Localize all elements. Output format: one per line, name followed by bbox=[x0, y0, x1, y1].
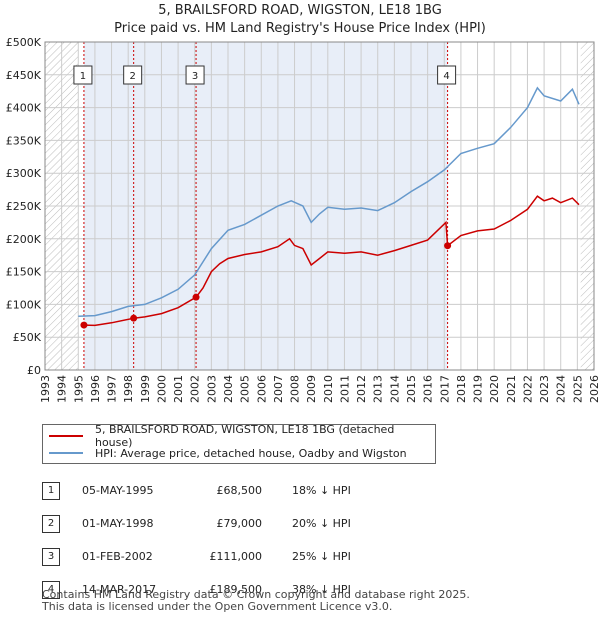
x-tick-label: 1998 bbox=[122, 375, 135, 403]
x-tick-label: 2015 bbox=[405, 375, 418, 403]
legend-label-property: 5, BRAILSFORD ROAD, WIGSTON, LE18 1BG (d… bbox=[94, 423, 395, 449]
sale-date: 01-FEB-2002 bbox=[82, 550, 153, 563]
plot-frame bbox=[44, 41, 595, 371]
chart-title: 5, BRAILSFORD ROAD, WIGSTON, LE18 1BG bbox=[158, 3, 442, 18]
y-tick-label: £400K bbox=[6, 102, 42, 115]
x-tick-label: 2013 bbox=[372, 375, 385, 403]
x-tick-label: 2018 bbox=[455, 375, 468, 403]
x-tick-label: 2008 bbox=[289, 375, 302, 403]
footer-licence: This data is licensed under the Open Gov… bbox=[42, 600, 393, 613]
sale-point bbox=[80, 321, 88, 329]
y-tick-label: £0 bbox=[27, 364, 41, 377]
x-tick-label: 2003 bbox=[205, 375, 218, 403]
sale-label: 4 bbox=[443, 71, 449, 82]
legend-swatch-blue bbox=[49, 452, 83, 454]
sale-label-box bbox=[185, 65, 205, 85]
x-tick-label: 2001 bbox=[172, 375, 185, 403]
sale-date: 14-MAR-2017 bbox=[82, 583, 157, 596]
x-tick-label: 2006 bbox=[255, 375, 268, 403]
price-chart: 1 2 3 4 £0 £50K £100K £150K £200K £250K £300K £350… bbox=[6, 36, 600, 403]
sale-point bbox=[192, 293, 200, 301]
y-tick-label: £450K bbox=[6, 69, 42, 82]
y-tick-label: £150K bbox=[6, 266, 42, 279]
x-tick-label: 1999 bbox=[139, 375, 152, 403]
x-tick-label: 2023 bbox=[538, 375, 551, 403]
sale-label: 3 bbox=[192, 71, 198, 82]
chart-legend: 5, BRAILSFORD ROAD, WIGSTON, LE18 1BG (d… bbox=[42, 423, 436, 464]
x-tick-label: 1996 bbox=[89, 375, 102, 403]
chart-subtitle: Price paid vs. HM Land Registry's House … bbox=[114, 21, 486, 36]
sale-label: 2 bbox=[129, 71, 135, 82]
x-tick-label: 2024 bbox=[555, 375, 568, 403]
series-line bbox=[83, 195, 580, 327]
y-tick-label: £200K bbox=[6, 233, 42, 246]
x-tick-label: 2017 bbox=[438, 375, 451, 403]
sale-number-badge: 2 bbox=[42, 514, 60, 533]
sale-number-badge: 3 bbox=[42, 547, 60, 566]
sale-price: £68,500 bbox=[216, 484, 263, 497]
table-row: 2 01-MAY-1998 £79,000 20% ↓ HPI bbox=[42, 507, 351, 540]
x-tick-label: 1993 bbox=[39, 375, 52, 403]
x-tick-label: 1995 bbox=[72, 375, 85, 403]
sale-number-badge: 4 bbox=[42, 580, 60, 599]
x-tick-label: 2011 bbox=[338, 375, 351, 403]
sale-label-box bbox=[123, 65, 143, 85]
y-tick-label: £100K bbox=[6, 298, 42, 311]
footer: Contains HM Land Registry data © Crown c… bbox=[42, 589, 470, 613]
x-tick-label: 2009 bbox=[305, 375, 318, 403]
x-tick-label: 2012 bbox=[355, 375, 368, 403]
x-tick-label: 2007 bbox=[272, 375, 285, 403]
y-tick-label: £350K bbox=[6, 134, 42, 147]
y-tick-label: £300K bbox=[6, 167, 42, 180]
x-tick-label: 2016 bbox=[422, 375, 435, 403]
legend-item-hpi: HPI: Average price, detached house, Oadb… bbox=[49, 445, 407, 461]
table-row: 4 14-MAR-2017 £189,500 38% ↓ HPI bbox=[42, 573, 351, 606]
sale-hpi-diff: 18% ↓ HPI bbox=[292, 484, 351, 497]
sale-point bbox=[444, 242, 452, 250]
x-tick-label: 2026 bbox=[588, 375, 600, 403]
x-tick-label: 1994 bbox=[56, 375, 69, 403]
sale-hpi-diff: 38% ↓ HPI bbox=[292, 583, 351, 596]
series-line bbox=[78, 86, 580, 317]
table-row: 1 05-MAY-1995 £68,500 18% ↓ HPI bbox=[42, 474, 351, 507]
sale-label-box bbox=[437, 65, 457, 85]
x-tick-label: 2010 bbox=[322, 375, 335, 403]
sale-hpi-diff: 20% ↓ HPI bbox=[292, 517, 351, 530]
sale-price: £189,500 bbox=[209, 583, 263, 596]
sale-price: £111,000 bbox=[209, 550, 263, 563]
x-tick-label: 2005 bbox=[239, 375, 252, 403]
y-tick-label: £50K bbox=[13, 331, 42, 344]
sale-date: 01-MAY-1998 bbox=[82, 517, 154, 530]
x-tick-label: 2002 bbox=[189, 375, 202, 403]
footer-copyright: Contains HM Land Registry data © Crown c… bbox=[42, 588, 470, 601]
y-tick-label: £500K bbox=[6, 36, 42, 49]
sale-hpi-diff: 25% ↓ HPI bbox=[292, 550, 351, 563]
x-tick-label: 2004 bbox=[222, 375, 235, 403]
x-tick-label: 2021 bbox=[505, 375, 518, 403]
y-tick-label: £250K bbox=[6, 200, 42, 213]
legend-swatch-red bbox=[49, 435, 83, 437]
sale-label-box bbox=[73, 65, 93, 85]
sale-number-badge: 1 bbox=[42, 481, 60, 500]
legend-label-hpi: HPI: Average price, detached house, Oadb… bbox=[95, 446, 407, 460]
x-tick-label: 1997 bbox=[106, 375, 119, 403]
table-row: 3 01-FEB-2002 £111,000 25% ↓ HPI bbox=[42, 540, 351, 573]
sale-date: 05-MAY-1995 bbox=[82, 484, 154, 497]
x-tick-label: 2014 bbox=[388, 375, 401, 403]
sale-point bbox=[130, 314, 138, 322]
x-tick-label: 2025 bbox=[571, 375, 584, 403]
sale-price: £79,000 bbox=[216, 517, 263, 530]
sale-label: 1 bbox=[80, 71, 86, 82]
x-tick-label: 2000 bbox=[155, 375, 168, 403]
x-tick-label: 2022 bbox=[521, 375, 534, 403]
legend-item-property: 5, BRAILSFORD ROAD, WIGSTON, LE18 1BG (d… bbox=[49, 423, 435, 449]
sales-table: 1 05-MAY-1995 £68,500 18% ↓ HPI 2 01-MAY… bbox=[42, 474, 351, 606]
x-tick-label: 2020 bbox=[488, 375, 501, 403]
x-tick-label: 2019 bbox=[472, 375, 485, 403]
